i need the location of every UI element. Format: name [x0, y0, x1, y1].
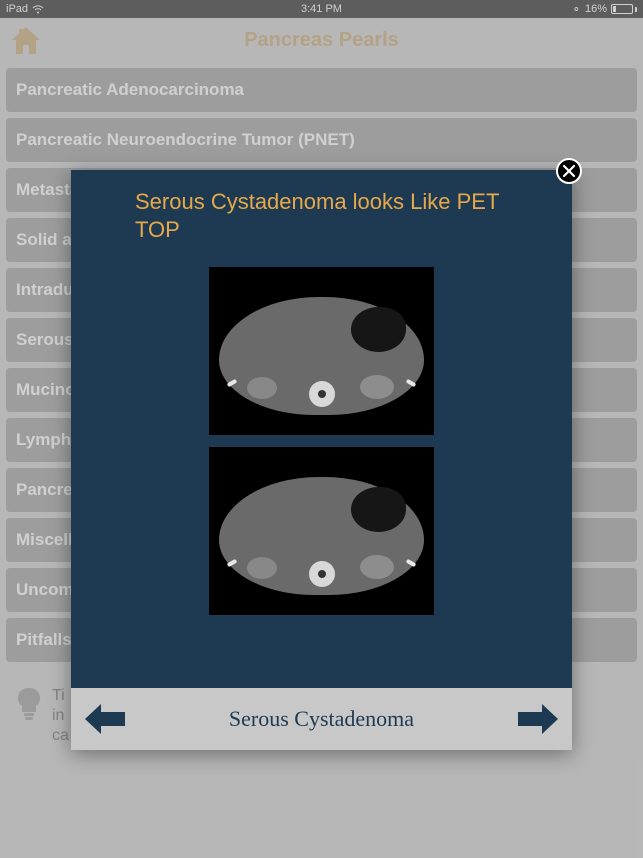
next-button[interactable] [518, 702, 558, 736]
ct-scan-image [209, 267, 434, 435]
image-modal: Serous Cystadenoma looks Like PET TOP Se… [71, 170, 572, 750]
modal-footer: Serous Cystadenoma [71, 688, 572, 750]
ct-scan-image [209, 447, 434, 615]
close-button[interactable] [556, 158, 582, 184]
prev-button[interactable] [85, 702, 125, 736]
modal-caption: Serous Cystadenoma [229, 706, 414, 732]
modal-body [71, 253, 572, 688]
modal-title: Serous Cystadenoma looks Like PET TOP [71, 170, 572, 253]
